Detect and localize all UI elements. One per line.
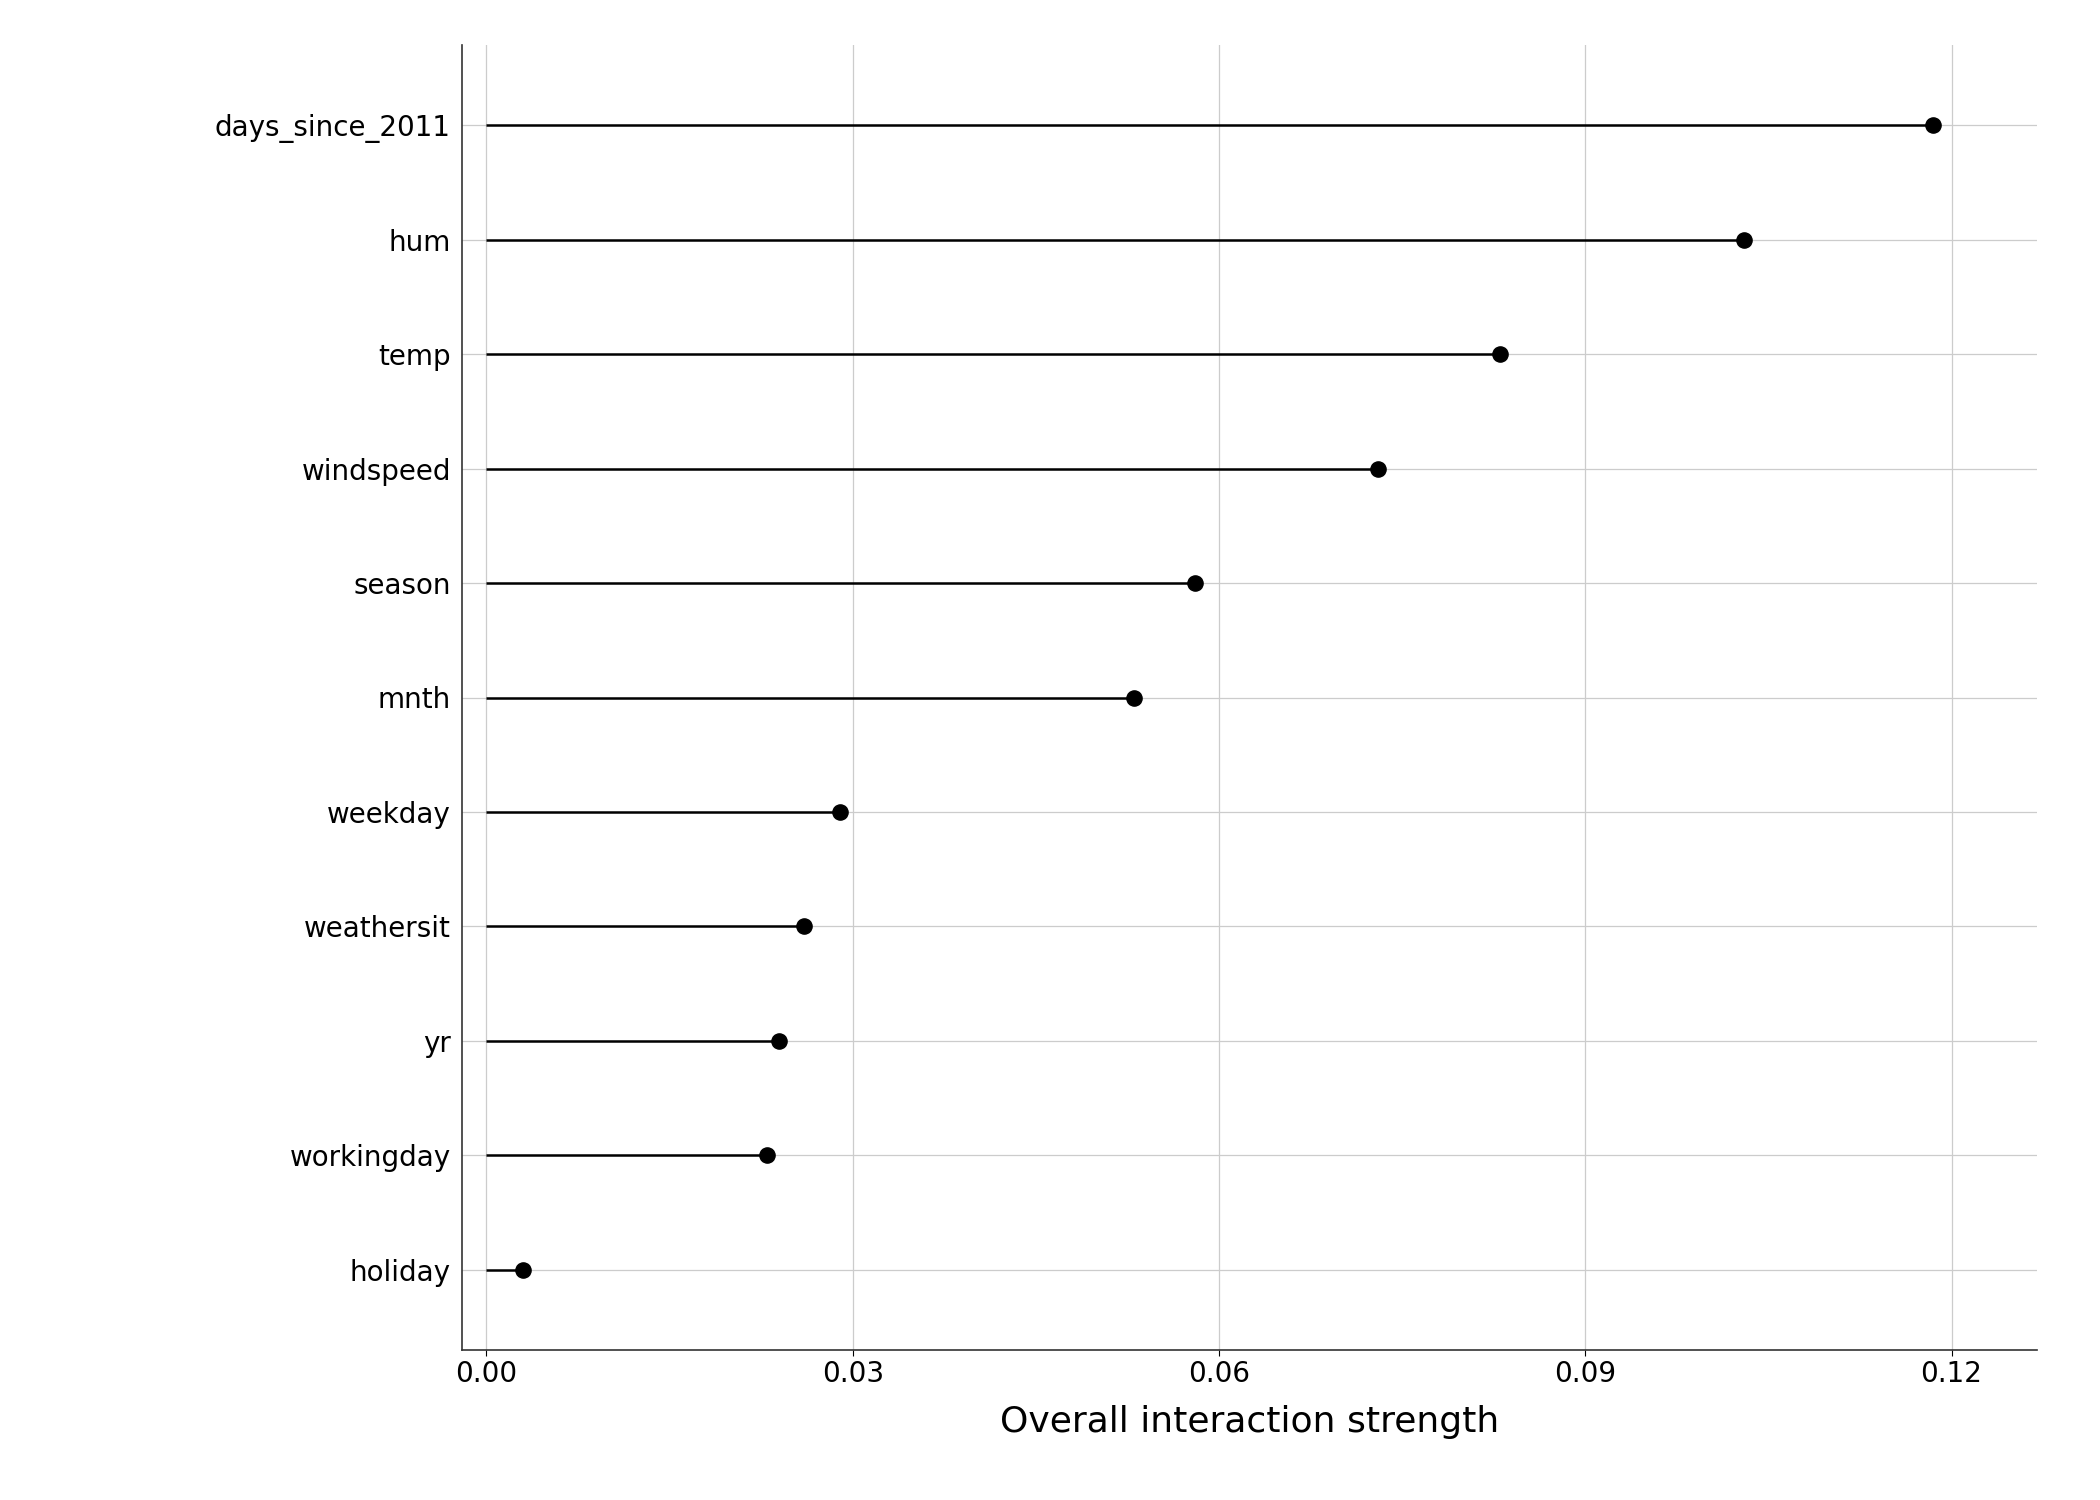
Point — [1178, 572, 1212, 596]
Point — [1917, 112, 1951, 136]
Point — [506, 1258, 540, 1282]
Point — [1483, 342, 1516, 366]
X-axis label: Overall interaction strength: Overall interaction strength — [1000, 1406, 1499, 1438]
Point — [762, 1029, 796, 1053]
Point — [1361, 456, 1394, 480]
Point — [788, 915, 821, 939]
Point — [823, 800, 857, 824]
Point — [1726, 228, 1760, 252]
Point — [750, 1143, 783, 1167]
Point — [1117, 686, 1151, 709]
